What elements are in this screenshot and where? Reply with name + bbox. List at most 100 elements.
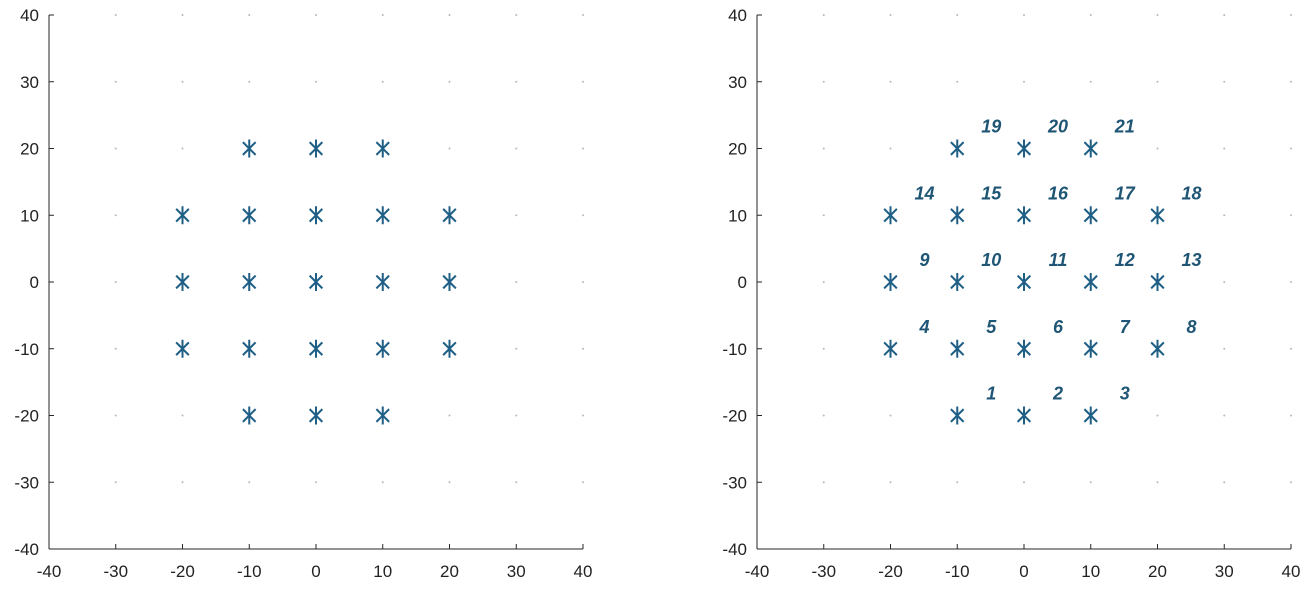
right-grid-dot <box>822 347 825 350</box>
left-y-tick-label: 10 <box>20 206 39 225</box>
marker-stroke <box>883 274 898 290</box>
left-grid-dot <box>181 414 184 417</box>
right-grid-dot <box>1023 80 1025 83</box>
right-point-marker <box>1150 339 1165 358</box>
right-point-marker <box>1083 139 1098 158</box>
right-grid-dot <box>1223 347 1226 350</box>
left-grid-dot <box>515 214 518 217</box>
right-point-label: 14 <box>914 183 934 203</box>
right-y-tick-label: -40 <box>722 540 747 559</box>
right-grid-dot <box>1223 14 1226 16</box>
left-point-marker <box>375 206 390 225</box>
left-grid-dot <box>515 147 518 150</box>
right-grid-dot <box>1223 414 1226 417</box>
left-grid-dot <box>582 14 584 16</box>
right-grid <box>822 14 1292 484</box>
left-y-tick-label: 20 <box>20 140 39 159</box>
right-point-label: 17 <box>1115 183 1136 203</box>
left-grid-dot <box>248 14 251 16</box>
right-grid-dot <box>956 80 959 83</box>
left-y-tick-label: 0 <box>30 273 39 292</box>
right-point-label: 3 <box>1120 384 1130 404</box>
right-point-label: 10 <box>981 250 1001 270</box>
left-point-marker <box>175 339 190 358</box>
right-point-marker <box>883 273 898 291</box>
left-grid-dot <box>315 14 317 16</box>
left-point-marker <box>308 406 324 425</box>
right-point-marker <box>950 406 965 425</box>
right-point-label: 11 <box>1049 250 1068 270</box>
marker-stroke <box>1083 141 1098 156</box>
marker-stroke <box>1016 141 1032 156</box>
right-grid-dot <box>1290 281 1292 283</box>
right-point-marker <box>1016 273 1032 291</box>
right-point-marker <box>950 139 965 158</box>
left-grid-dot <box>114 414 117 417</box>
left-grid-dot <box>515 281 518 283</box>
left-point-marker <box>308 139 324 158</box>
marker-stroke <box>1016 341 1032 356</box>
right-point-marker <box>883 206 898 225</box>
marker-stroke <box>1150 208 1165 223</box>
left-grid-dot <box>114 147 117 150</box>
right-x-tick-label: -10 <box>945 562 970 581</box>
left-x-tick-label: 40 <box>574 562 593 581</box>
marker-stroke <box>242 141 257 156</box>
left-grid-dot <box>181 147 184 150</box>
right-point-label: 20 <box>1047 117 1068 137</box>
left-x-tick-label: 0 <box>311 562 320 581</box>
right-point-label: 12 <box>1115 250 1135 270</box>
marker-stroke <box>308 408 324 423</box>
marker-stroke <box>442 341 457 356</box>
right-grid-dot <box>1290 80 1292 83</box>
right-point-label: 6 <box>1053 317 1064 337</box>
marker-stroke <box>375 341 390 356</box>
marker-stroke <box>175 341 190 356</box>
right-point-marker <box>1016 406 1032 425</box>
marker-stroke <box>175 274 190 290</box>
marker-stroke <box>308 141 324 156</box>
right-grid-dot <box>1156 414 1159 417</box>
left-grid-dot <box>515 80 518 83</box>
right-point-label: 19 <box>981 117 1001 137</box>
left-grid-dot <box>515 347 518 350</box>
right-point-marker <box>883 339 898 358</box>
right-point-marker <box>1083 273 1098 291</box>
marker-stroke <box>308 208 324 223</box>
left-grid-dot <box>448 414 451 417</box>
left-point-marker <box>375 406 390 425</box>
marker-stroke <box>1016 208 1032 223</box>
right-grid-dot <box>1290 147 1292 150</box>
right-grid-dot <box>889 414 892 417</box>
left-point-marker <box>242 339 257 358</box>
marker-stroke <box>375 141 390 156</box>
right-point-marker <box>1016 206 1032 225</box>
right-grid-dot <box>822 147 825 150</box>
left-point-marker <box>308 206 324 225</box>
marker-stroke <box>1016 274 1032 290</box>
left-grid-dot <box>114 481 117 484</box>
left-grid-dot <box>448 80 451 83</box>
right-grid-dot <box>1023 14 1025 16</box>
right-grid-dot <box>822 14 825 16</box>
left-grid-dot <box>582 281 584 283</box>
right-grid-dot <box>1290 14 1292 16</box>
right-grid-dot <box>1089 481 1092 484</box>
left-x-tick-label: 30 <box>507 562 526 581</box>
marker-stroke <box>308 274 324 290</box>
right-point-marker <box>1083 206 1098 225</box>
right-grid-dot <box>1223 147 1226 150</box>
right-y-tick-label: 0 <box>738 273 747 292</box>
left-grid-dot <box>248 481 251 484</box>
right-point-label: 21 <box>1114 117 1135 137</box>
left-grid-dot <box>582 347 584 350</box>
right-point-marker <box>950 206 965 225</box>
left-y-tick-label: 30 <box>20 73 39 92</box>
right-point-label: 7 <box>1120 317 1131 337</box>
left-y-tick-label: -30 <box>14 473 39 492</box>
left-x-tick-label: 20 <box>440 562 459 581</box>
right-grid-dot <box>1023 481 1025 484</box>
left-grid-dot <box>181 80 184 83</box>
left-grid-dot <box>515 414 518 417</box>
left-point-marker <box>175 273 190 291</box>
